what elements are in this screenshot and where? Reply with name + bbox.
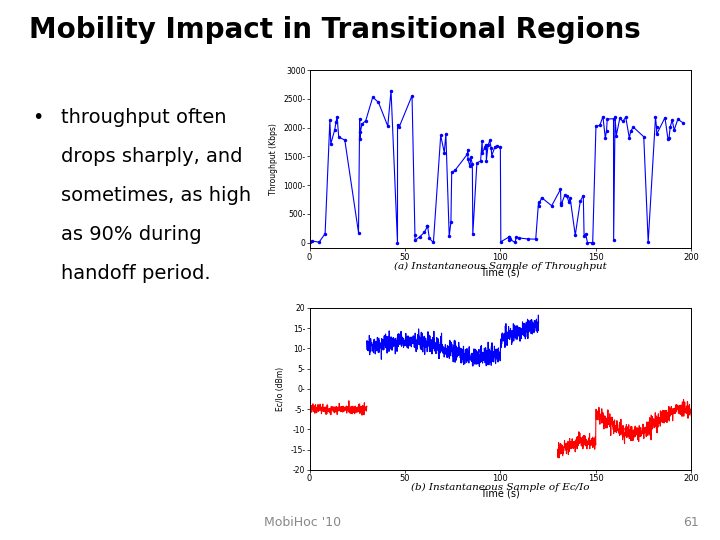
X-axis label: Time (s): Time (s) <box>480 267 521 277</box>
Text: as 90% during: as 90% during <box>61 225 202 244</box>
Y-axis label: Ec/Io (dBm): Ec/Io (dBm) <box>276 367 284 411</box>
Text: sometimes, as high: sometimes, as high <box>61 186 251 205</box>
Text: drops sharply, and: drops sharply, and <box>61 147 243 166</box>
Text: (a) Instantaneous Sample of Throughput: (a) Instantaneous Sample of Throughput <box>394 262 607 271</box>
Y-axis label: Throughput (Kbps): Throughput (Kbps) <box>269 123 278 195</box>
X-axis label: Time (s): Time (s) <box>480 489 521 498</box>
Text: handoff period.: handoff period. <box>61 264 211 282</box>
Text: Mobility Impact in Transitional Regions: Mobility Impact in Transitional Regions <box>29 16 641 44</box>
Text: MobiHoc '10: MobiHoc '10 <box>264 516 341 529</box>
Text: 61: 61 <box>683 516 698 529</box>
Text: throughput often: throughput often <box>61 108 227 127</box>
Text: •: • <box>32 108 44 127</box>
Text: (b) Instantaneous Sample of Ec/Io: (b) Instantaneous Sample of Ec/Io <box>411 483 590 492</box>
